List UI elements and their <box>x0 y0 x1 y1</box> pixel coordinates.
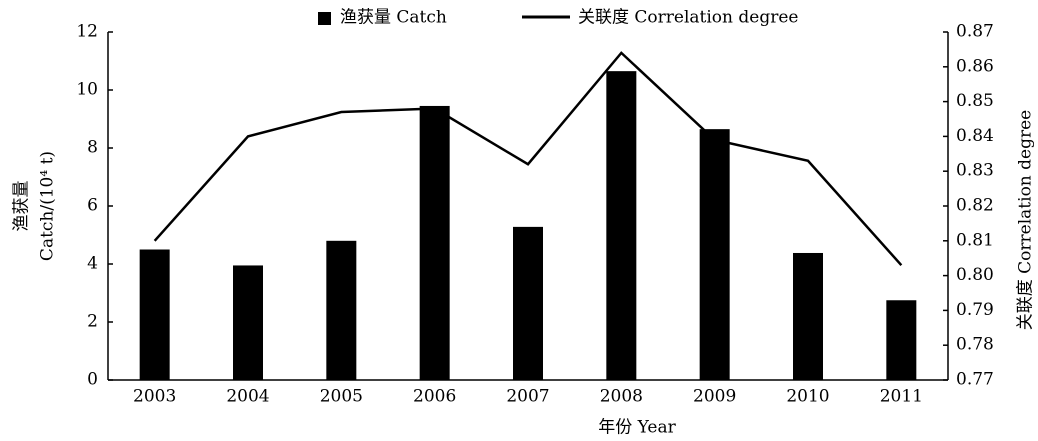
bar <box>886 300 917 380</box>
y2-tick-label: 0.85 <box>956 91 994 111</box>
x-tick-label: 2006 <box>413 387 456 407</box>
y2-tick-label: 0.86 <box>956 56 994 76</box>
bar <box>793 252 823 380</box>
y2-axis-label: 关联度 Correlation degree <box>1016 110 1036 330</box>
y-tick-label: 8 <box>87 138 98 158</box>
y2-tick-label: 0.83 <box>956 161 994 181</box>
x-tick-label: 2007 <box>506 387 549 407</box>
x-tick-label: 2005 <box>320 387 363 407</box>
bar <box>326 240 357 380</box>
bar <box>513 226 543 380</box>
legend-label: 关联度 Correlation degree <box>578 8 798 28</box>
bar <box>139 249 170 380</box>
bar <box>606 71 637 381</box>
y2-tick-label: 0.79 <box>956 300 994 320</box>
x-tick-label: 2009 <box>693 387 736 407</box>
line <box>153 51 903 266</box>
y-axis-label: Catch/(10⁴ t) <box>38 151 58 261</box>
legend-label: 渔获量 Catch <box>340 8 447 28</box>
y2-tick-label: 0.87 <box>956 22 994 42</box>
y-tick-label: 6 <box>87 196 98 216</box>
y-tick-label: 10 <box>76 80 98 100</box>
y-tick-label: 2 <box>87 312 98 332</box>
y2-tick-label: 0.84 <box>956 126 994 146</box>
y-tick-label: 4 <box>87 254 98 274</box>
y2-tick-label: 0.80 <box>956 265 994 285</box>
y-axis-label: 渔获量 <box>12 181 32 232</box>
y-tick-label: 0 <box>87 370 98 390</box>
x-tick-label: 2004 <box>226 387 269 407</box>
x-tick-label: 2003 <box>133 387 176 407</box>
y2-tick-label: 0.81 <box>956 230 994 250</box>
legend-swatch <box>318 12 331 25</box>
y2-tick-label: 0.77 <box>956 370 994 390</box>
x-tick-label: 2008 <box>600 387 643 407</box>
bar <box>699 129 730 380</box>
y2-tick-label: 0.82 <box>956 196 994 216</box>
x-axis-label: 年份 Year <box>598 418 676 438</box>
bar <box>419 105 450 380</box>
y2-tick-label: 0.78 <box>956 335 994 355</box>
bar <box>233 265 263 380</box>
x-tick-label: 2010 <box>786 387 829 407</box>
y-tick-label: 12 <box>76 22 98 42</box>
x-tick-label: 2011 <box>880 387 923 407</box>
